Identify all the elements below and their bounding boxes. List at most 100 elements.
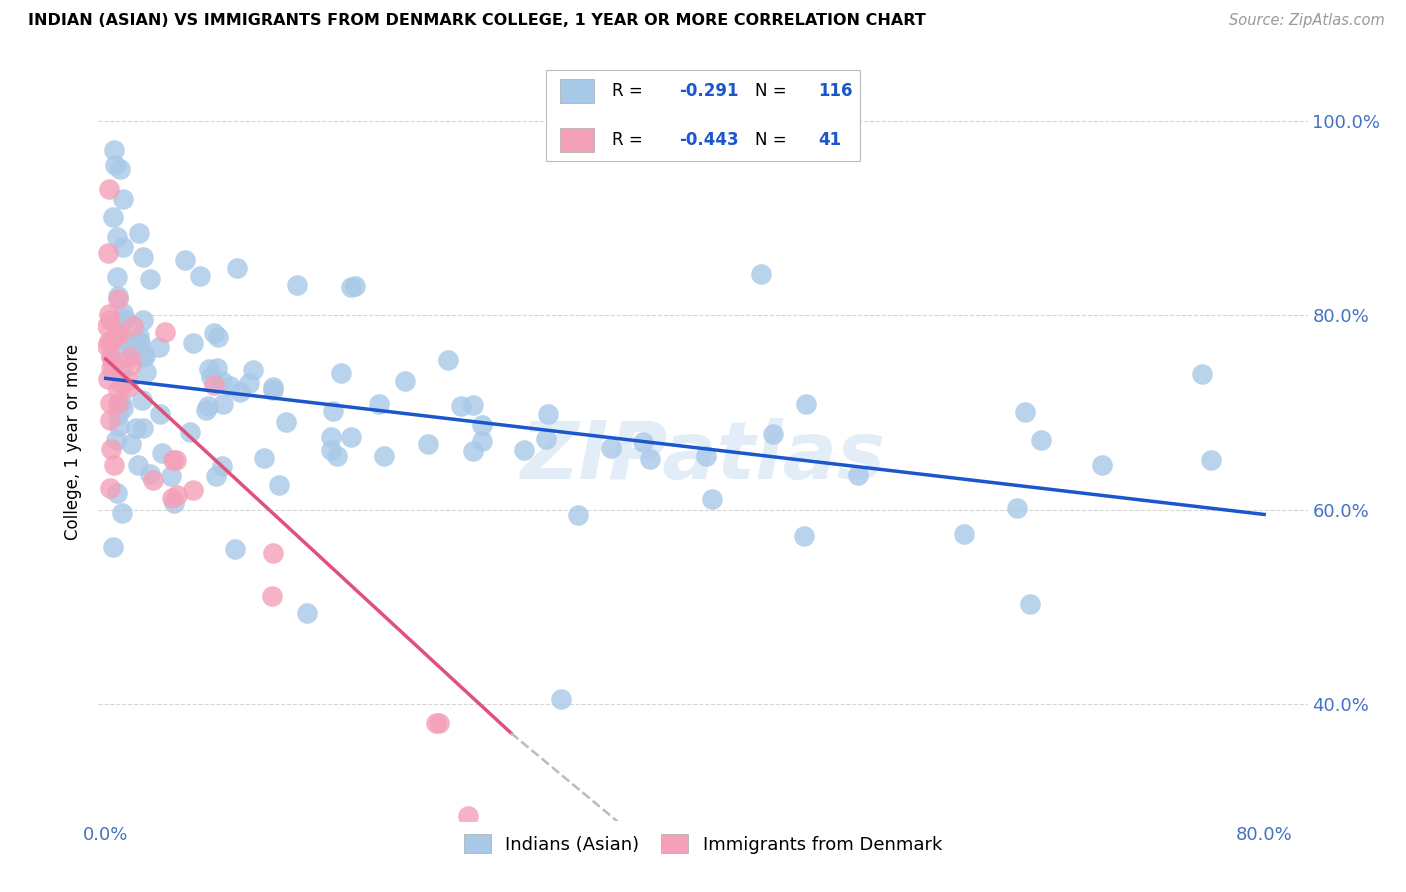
Point bbox=[204, 326, 226, 340]
Point bbox=[200, 369, 222, 384]
Point bbox=[427, 716, 450, 731]
Point bbox=[450, 399, 472, 413]
Point bbox=[105, 230, 128, 244]
Point bbox=[373, 450, 395, 464]
Point bbox=[537, 407, 560, 421]
Point bbox=[794, 397, 817, 411]
Point bbox=[197, 400, 219, 414]
Point bbox=[295, 607, 318, 621]
Point bbox=[181, 483, 204, 498]
Point bbox=[262, 589, 284, 603]
Point bbox=[105, 270, 128, 285]
Text: -0.291: -0.291 bbox=[679, 82, 738, 100]
Point bbox=[567, 508, 589, 522]
Point bbox=[174, 253, 197, 268]
Point bbox=[762, 426, 785, 441]
Text: 41: 41 bbox=[818, 131, 841, 149]
Point bbox=[163, 496, 186, 510]
Point bbox=[471, 434, 494, 448]
Point bbox=[179, 425, 201, 439]
Point bbox=[319, 430, 342, 444]
Point bbox=[98, 312, 121, 326]
Point bbox=[148, 340, 170, 354]
Point bbox=[103, 143, 125, 157]
Point bbox=[262, 545, 284, 559]
Point bbox=[100, 350, 122, 364]
Point bbox=[111, 314, 134, 328]
Point bbox=[211, 374, 233, 388]
Point bbox=[219, 379, 242, 393]
Point bbox=[108, 327, 131, 342]
Point bbox=[1031, 434, 1053, 448]
Point bbox=[207, 329, 229, 343]
Point bbox=[121, 347, 143, 361]
Point bbox=[162, 452, 184, 467]
Point bbox=[132, 349, 155, 363]
Point bbox=[108, 396, 131, 410]
Point bbox=[96, 318, 118, 333]
Point bbox=[111, 506, 134, 520]
Point bbox=[205, 468, 228, 483]
Text: INDIAN (ASIAN) VS IMMIGRANTS FROM DENMARK COLLEGE, 1 YEAR OR MORE CORRELATION CH: INDIAN (ASIAN) VS IMMIGRANTS FROM DENMAR… bbox=[28, 13, 927, 29]
Point bbox=[114, 311, 136, 326]
Point bbox=[319, 443, 342, 458]
Point bbox=[107, 408, 129, 422]
Text: -0.443: -0.443 bbox=[679, 131, 738, 149]
Point bbox=[98, 396, 121, 410]
Point bbox=[105, 326, 128, 340]
Y-axis label: College, 1 year or more: College, 1 year or more bbox=[65, 343, 83, 540]
Point bbox=[267, 478, 290, 492]
Point bbox=[100, 442, 122, 457]
Point bbox=[108, 418, 131, 433]
Point bbox=[111, 376, 134, 391]
Point bbox=[108, 162, 131, 177]
Point bbox=[242, 363, 264, 377]
Point bbox=[111, 192, 134, 206]
Point bbox=[436, 353, 458, 368]
Point bbox=[120, 359, 142, 373]
Point bbox=[225, 260, 247, 275]
Point bbox=[131, 393, 153, 408]
Point bbox=[118, 350, 141, 364]
Point bbox=[205, 361, 228, 376]
Point bbox=[128, 226, 150, 240]
Point bbox=[110, 395, 132, 409]
Point bbox=[425, 716, 447, 731]
Point bbox=[129, 336, 152, 351]
Point bbox=[339, 430, 361, 444]
Point bbox=[142, 473, 165, 487]
Point bbox=[457, 809, 479, 823]
Point bbox=[1014, 405, 1036, 419]
Point bbox=[1201, 453, 1223, 467]
Point bbox=[416, 437, 439, 451]
Point bbox=[640, 452, 662, 467]
Point bbox=[700, 491, 723, 506]
Point bbox=[98, 334, 121, 348]
Point bbox=[461, 398, 484, 412]
Point bbox=[98, 481, 121, 495]
Point bbox=[394, 374, 416, 388]
Point bbox=[105, 486, 128, 500]
Point bbox=[1019, 597, 1042, 611]
Point bbox=[107, 292, 129, 306]
Point bbox=[101, 540, 124, 554]
Point bbox=[513, 442, 536, 457]
Point bbox=[107, 397, 129, 411]
Point bbox=[166, 488, 188, 502]
Point bbox=[117, 380, 139, 394]
Point bbox=[953, 527, 976, 541]
Point bbox=[115, 339, 138, 353]
Point bbox=[132, 313, 155, 327]
Point bbox=[100, 349, 122, 363]
FancyBboxPatch shape bbox=[546, 70, 860, 161]
Point bbox=[104, 158, 127, 172]
Text: R =: R = bbox=[613, 131, 648, 149]
Text: N =: N = bbox=[755, 131, 792, 149]
Point bbox=[325, 449, 347, 463]
Point bbox=[97, 182, 120, 196]
FancyBboxPatch shape bbox=[561, 79, 595, 103]
Point bbox=[262, 383, 284, 397]
Point bbox=[127, 458, 149, 472]
Point bbox=[550, 691, 572, 706]
Point bbox=[1191, 367, 1213, 381]
